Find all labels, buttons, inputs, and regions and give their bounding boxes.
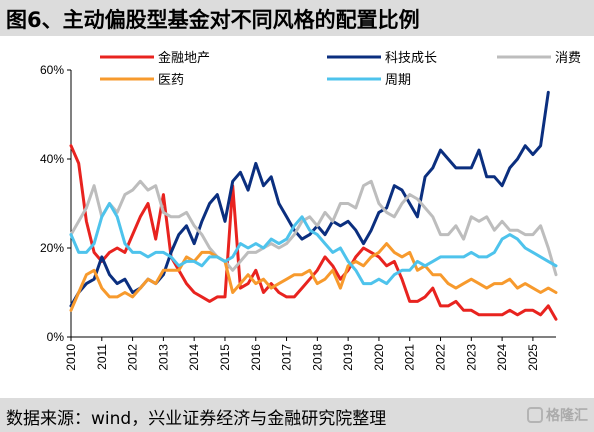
- x-tick-label: 2017: [280, 344, 294, 371]
- x-tick-label: 2018: [310, 344, 324, 371]
- x-tick-label: 2019: [341, 344, 355, 371]
- legend-label: 消费: [555, 51, 581, 66]
- x-tick-label: 2016: [249, 344, 263, 371]
- watermark-logo-icon: [527, 407, 543, 423]
- x-tick-label: 2020: [372, 344, 386, 371]
- legend-label: 周期: [385, 73, 411, 88]
- figure-title-bar: 图6、主动偏股型基金对不同风格的配置比例: [0, 0, 594, 36]
- x-tick-label: 2013: [156, 344, 170, 371]
- watermark-text: 格隆汇: [546, 408, 588, 424]
- x-tick-label: 2023: [464, 344, 478, 371]
- legend-label: 医药: [158, 73, 184, 88]
- x-tick-label: 2024: [495, 344, 509, 371]
- source-note: 数据来源：wind，兴业证券经济与金融研究院整理: [6, 409, 387, 429]
- y-tick-label: 40%: [40, 152, 64, 166]
- footer-bar: 数据来源：wind，兴业证券经济与金融研究院整理 格隆汇: [0, 398, 594, 432]
- y-tick-label: 20%: [40, 241, 64, 255]
- figure-title: 图6、主动偏股型基金对不同风格的配置比例: [6, 8, 420, 32]
- x-tick-label: 2012: [126, 344, 140, 371]
- x-tick-label: 2022: [434, 344, 448, 371]
- series-line: [69, 242, 558, 312]
- x-tick-label: 2025: [526, 344, 540, 371]
- y-tick-label: 0%: [47, 330, 65, 344]
- chart-series: [69, 90, 558, 321]
- chart-axes: 0% 20% 40% 60% 2010 2011 2012 2013 2014 2015 2016 2…: [40, 63, 556, 371]
- series-line: [69, 179, 558, 277]
- watermark: 格隆汇: [527, 405, 588, 425]
- line-chart: 0% 20% 40% 60% 2010 2011 2012 2013 2014 2015 2016 2…: [40, 50, 581, 371]
- series-line: [69, 202, 558, 286]
- legend-label: 金融地产: [158, 50, 210, 66]
- series-line: [69, 90, 550, 308]
- x-tick-label: 2011: [95, 344, 109, 370]
- x-tick-label: 2015: [218, 344, 232, 371]
- x-tick-label: 2014: [187, 344, 201, 371]
- x-tick-label: 2010: [64, 344, 78, 371]
- x-tick-label: 2021: [403, 344, 417, 371]
- y-tick-label: 60%: [40, 63, 64, 77]
- legend-label: 科技成长: [385, 51, 437, 66]
